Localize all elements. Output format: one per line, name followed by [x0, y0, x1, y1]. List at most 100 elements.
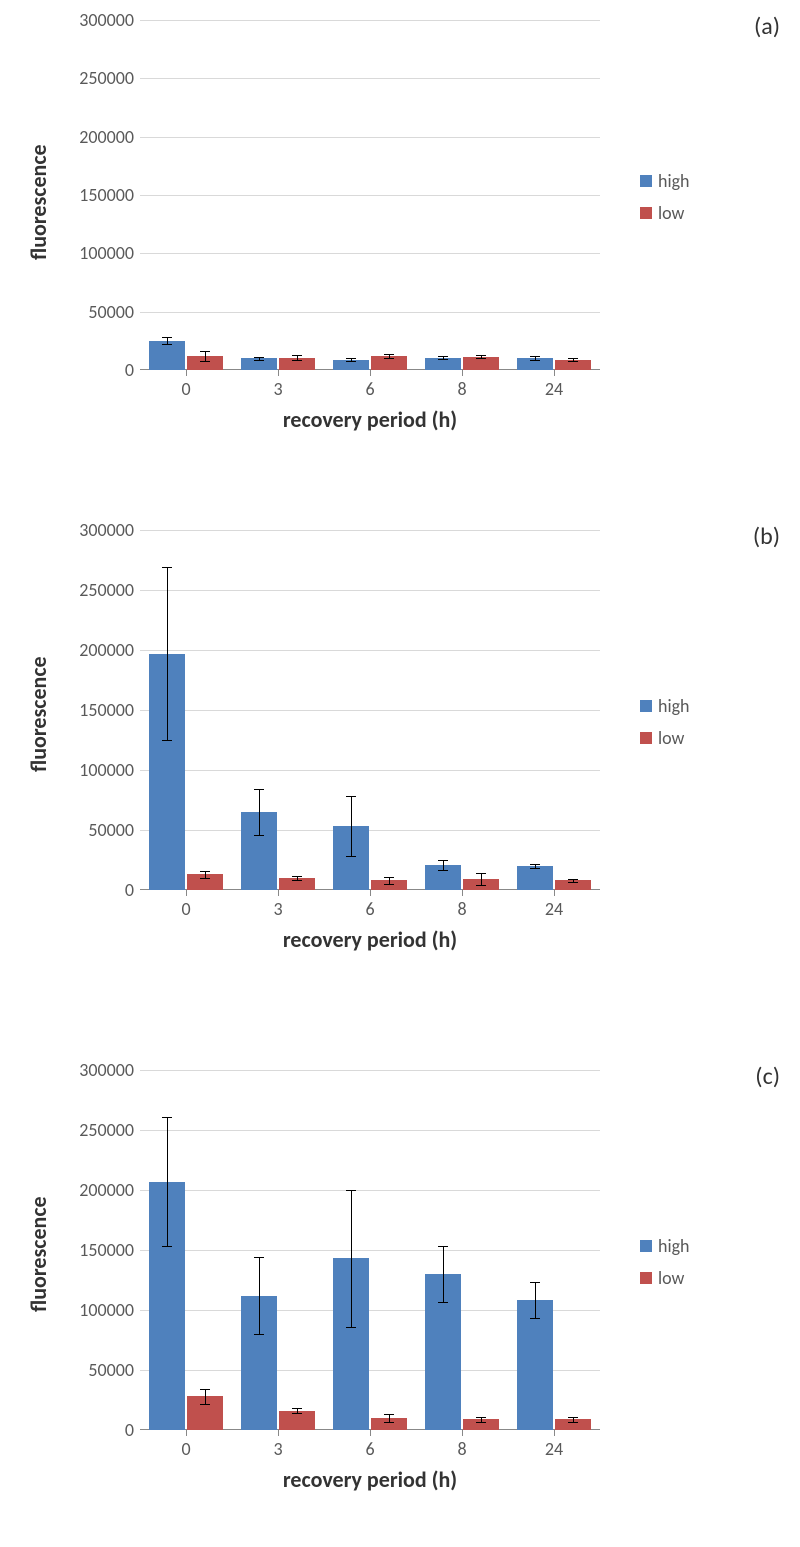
- error-cap: [438, 870, 448, 871]
- grid-line: [140, 78, 600, 79]
- y-tick-label: 0: [125, 359, 140, 381]
- error-cap: [254, 835, 264, 836]
- y-tick-label: 150000: [79, 184, 140, 206]
- error-cap: [200, 351, 210, 352]
- error-cap: [530, 1282, 540, 1283]
- error-bar: [535, 1282, 536, 1318]
- error-bar: [205, 351, 206, 360]
- error-cap: [200, 1389, 210, 1390]
- y-tick-label: 0: [125, 1419, 140, 1441]
- error-cap: [346, 856, 356, 857]
- error-bar: [167, 1117, 168, 1247]
- y-tick-label: 100000: [79, 1299, 140, 1321]
- error-cap: [384, 1414, 394, 1415]
- error-cap: [346, 796, 356, 797]
- error-bar: [259, 1257, 260, 1334]
- x-tick-label: 8: [457, 890, 466, 920]
- error-cap: [162, 567, 172, 568]
- error-cap: [346, 1327, 356, 1328]
- x-tick-label: 24: [545, 370, 563, 400]
- error-bar: [167, 567, 168, 740]
- legend: high low: [640, 695, 690, 749]
- legend: high low: [640, 170, 690, 224]
- error-bar: [351, 1190, 352, 1327]
- error-cap: [254, 1334, 264, 1335]
- error-cap: [476, 1417, 486, 1418]
- error-cap: [346, 1190, 356, 1191]
- y-tick-label: 200000: [79, 639, 140, 661]
- y-tick-label: 50000: [88, 819, 140, 841]
- legend-item-low: low: [640, 727, 690, 749]
- error-cap: [162, 1117, 172, 1118]
- legend-item-high: high: [640, 170, 690, 192]
- error-cap: [200, 361, 210, 362]
- panel-label: (b): [753, 522, 780, 551]
- error-cap: [476, 885, 486, 886]
- legend-swatch: [640, 1272, 652, 1284]
- legend-label: low: [658, 202, 684, 224]
- x-axis-label: recovery period (h): [283, 1430, 457, 1493]
- legend: highlow: [640, 1235, 690, 1289]
- y-tick-label: 300000: [79, 9, 140, 31]
- legend-swatch: [640, 700, 652, 712]
- legend-item-low: low: [640, 202, 690, 224]
- error-cap: [162, 1246, 172, 1247]
- legend-swatch: [640, 732, 652, 744]
- error-cap: [162, 740, 172, 741]
- error-cap: [530, 868, 540, 869]
- error-cap: [384, 354, 394, 355]
- error-cap: [292, 360, 302, 361]
- error-cap: [384, 884, 394, 885]
- x-tick-label: 0: [181, 890, 190, 920]
- legend-swatch: [640, 207, 652, 219]
- legend-label: high: [658, 695, 690, 717]
- panel-label: (a): [754, 12, 780, 41]
- x-tick-label: 24: [545, 890, 563, 920]
- legend-swatch: [640, 175, 652, 187]
- legend-item-high: high: [640, 695, 690, 717]
- x-tick-label: 0: [181, 1430, 190, 1460]
- grid-line: [140, 312, 600, 313]
- legend-label: high: [658, 170, 690, 192]
- error-cap: [384, 358, 394, 359]
- plot-area: 0500001000001500002000002500003000000368…: [140, 1070, 600, 1430]
- y-tick-label: 300000: [79, 1059, 140, 1081]
- legend-item-low: low: [640, 1267, 690, 1289]
- grid-line: [140, 590, 600, 591]
- error-cap: [346, 358, 356, 359]
- error-cap: [476, 355, 486, 356]
- error-cap: [476, 1422, 486, 1423]
- legend-swatch: [640, 1240, 652, 1252]
- error-cap: [438, 359, 448, 360]
- error-cap: [162, 337, 172, 338]
- error-cap: [254, 789, 264, 790]
- y-tick-label: 50000: [88, 301, 140, 323]
- error-bar: [443, 1246, 444, 1301]
- bar-high: [517, 866, 553, 890]
- plot-area: 0500001000001500002000002500003000000368…: [140, 530, 600, 890]
- error-bar: [389, 1414, 390, 1421]
- y-tick-label: 250000: [79, 67, 140, 89]
- error-cap: [568, 1417, 578, 1418]
- grid-line: [140, 710, 600, 711]
- error-bar: [443, 860, 444, 870]
- grid-line: [140, 1070, 600, 1071]
- x-tick-label: 3: [273, 1430, 282, 1460]
- y-tick-label: 100000: [79, 759, 140, 781]
- grid-line: [140, 1190, 600, 1191]
- y-tick-label: 50000: [88, 1359, 140, 1381]
- y-axis-label: fluorescence: [25, 144, 52, 260]
- error-cap: [200, 1404, 210, 1405]
- panel-label: (c): [755, 1062, 780, 1091]
- grid-line: [140, 830, 600, 831]
- grid-line: [140, 530, 600, 531]
- error-cap: [254, 360, 264, 361]
- grid-line: [140, 650, 600, 651]
- bar-high: [517, 1300, 553, 1430]
- error-bar: [389, 877, 390, 884]
- y-tick-label: 150000: [79, 1239, 140, 1261]
- y-tick-label: 200000: [79, 126, 140, 148]
- error-cap: [438, 1302, 448, 1303]
- error-cap: [438, 860, 448, 861]
- x-tick-label: 3: [273, 370, 282, 400]
